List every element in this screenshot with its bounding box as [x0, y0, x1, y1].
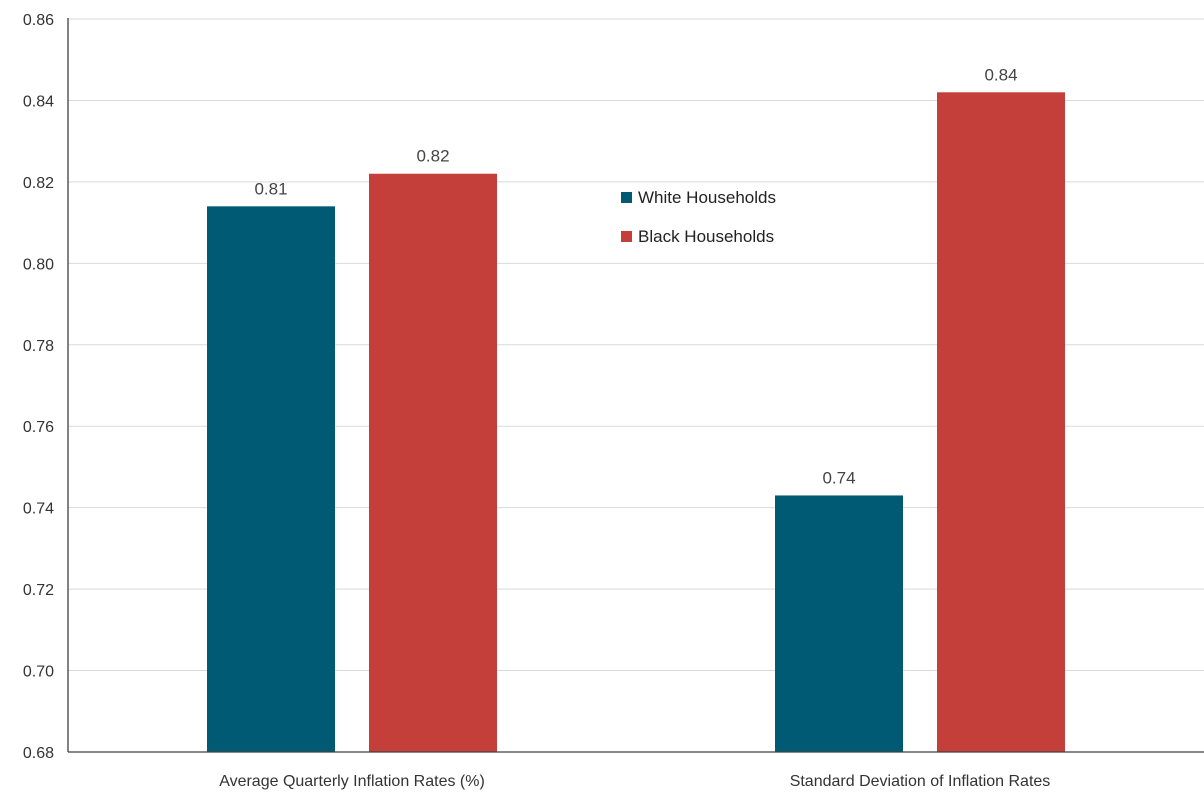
data-label-black-households: 0.82: [416, 147, 449, 166]
data-label-black-households: 0.84: [984, 65, 1017, 84]
legend-swatch-white-households: [621, 192, 632, 203]
legend-label-black-households: Black Households: [638, 227, 774, 246]
y-tick-label: 0.82: [23, 175, 54, 192]
bars: [207, 92, 1065, 753]
data-label-white-households: 0.74: [822, 468, 855, 487]
x-axis-categories: Average Quarterly Inflation Rates (%) Sta…: [219, 773, 1050, 790]
y-tick-label: 0.84: [23, 93, 54, 110]
bar-white-households: [775, 495, 903, 752]
y-tick-label: 0.72: [23, 582, 54, 599]
x-category-label: Average Quarterly Inflation Rates (%): [219, 773, 485, 790]
y-tick-label: 0.76: [23, 419, 54, 436]
y-tick-label: 0.74: [23, 501, 54, 518]
bar-black-households: [369, 173, 497, 752]
data-label-white-households: 0.81: [254, 179, 287, 198]
y-tick-label: 0.86: [23, 12, 54, 29]
y-tick-label: 0.68: [23, 745, 54, 762]
bar-black-households: [937, 92, 1065, 753]
y-axis-ticks: 0.68 0.70 0.72 0.74 0.76 0.78 0.80 0.82 0.84 0.86: [23, 12, 54, 762]
legend-label-white-households: White Households: [638, 188, 776, 207]
legend: White Households Black Households: [621, 188, 776, 246]
legend-swatch-black-households: [621, 231, 632, 242]
y-tick-label: 0.70: [23, 664, 54, 681]
y-tick-label: 0.78: [23, 338, 54, 355]
bar-white-households: [207, 206, 335, 753]
data-labels: 0.81 0.82 0.74 0.84: [254, 65, 1017, 487]
y-tick-label: 0.80: [23, 256, 54, 273]
x-category-label: Standard Deviation of Inflation Rates: [790, 773, 1051, 790]
